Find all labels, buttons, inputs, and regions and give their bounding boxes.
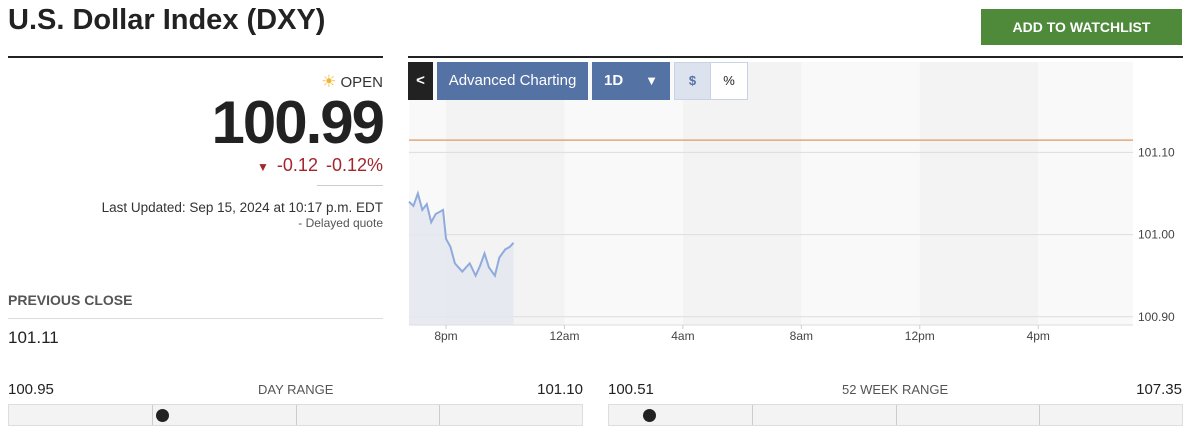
delayed-quote-note: - Delayed quote	[298, 216, 383, 230]
previous-close-label: PREVIOUS CLOSE	[8, 292, 133, 308]
day-range-bar	[8, 404, 583, 426]
week52-range-bar	[608, 404, 1183, 426]
change-percent: -0.12%	[325, 155, 383, 175]
week52-range-label: 52 WEEK RANGE	[842, 382, 949, 397]
x-tick-label: 4pm	[1027, 329, 1050, 343]
x-tick-label: 8am	[790, 329, 813, 343]
y-tick-label: 101.00	[1138, 228, 1175, 242]
divider	[408, 56, 1183, 58]
day-range-marker	[155, 409, 169, 422]
y-tick-label: 100.90	[1138, 310, 1175, 324]
triangle-down-icon: ▼	[257, 160, 269, 174]
divider	[317, 185, 383, 186]
time-band	[919, 62, 1039, 325]
add-to-watchlist-button[interactable]: ADD TO WATCHLIST	[981, 9, 1182, 45]
collapse-button[interactable]: <	[408, 62, 433, 100]
percent-toggle[interactable]: %	[710, 62, 748, 100]
advanced-charting-button[interactable]: Advanced Charting	[437, 62, 588, 100]
day-range-low: 100.95	[8, 381, 54, 398]
price-change: ▼ -0.12 -0.12%	[257, 155, 383, 179]
period-dropdown[interactable]: 1D ▼	[592, 62, 670, 100]
x-tick-label: 4am	[671, 329, 694, 343]
day-range-label: DAY RANGE	[258, 382, 334, 397]
sun-icon: ☀	[321, 72, 337, 91]
time-band	[1038, 62, 1133, 325]
week52-range-high: 107.35	[1136, 381, 1182, 398]
day-range-high: 101.10	[537, 381, 583, 398]
divider	[8, 56, 383, 58]
time-band	[801, 62, 920, 325]
time-band	[682, 62, 802, 325]
divider	[8, 318, 383, 319]
period-value: 1D	[604, 72, 624, 89]
market-status: ☀ OPEN	[321, 72, 383, 92]
week52-range-marker	[643, 409, 657, 422]
current-price: 100.99	[211, 89, 385, 156]
x-tick-label: 8pm	[434, 329, 457, 343]
dollar-toggle[interactable]: $	[674, 62, 711, 100]
x-tick-label: 12pm	[905, 329, 935, 343]
week52-range-low: 100.51	[608, 381, 654, 398]
page-title: U.S. Dollar Index (DXY)	[8, 4, 326, 36]
previous-close-value: 101.11	[8, 328, 59, 347]
change-value: -0.12	[276, 155, 318, 175]
time-band	[564, 62, 683, 325]
price-line	[408, 190, 515, 279]
x-tick-label: 12am	[549, 329, 579, 343]
caret-down-icon: ▼	[645, 73, 658, 88]
last-updated: Last Updated: Sep 15, 2024 at 10:17 p.m.…	[101, 200, 383, 215]
price-area	[409, 193, 514, 325]
market-status-label: OPEN	[340, 73, 383, 91]
y-tick-label: 101.10	[1138, 145, 1175, 159]
